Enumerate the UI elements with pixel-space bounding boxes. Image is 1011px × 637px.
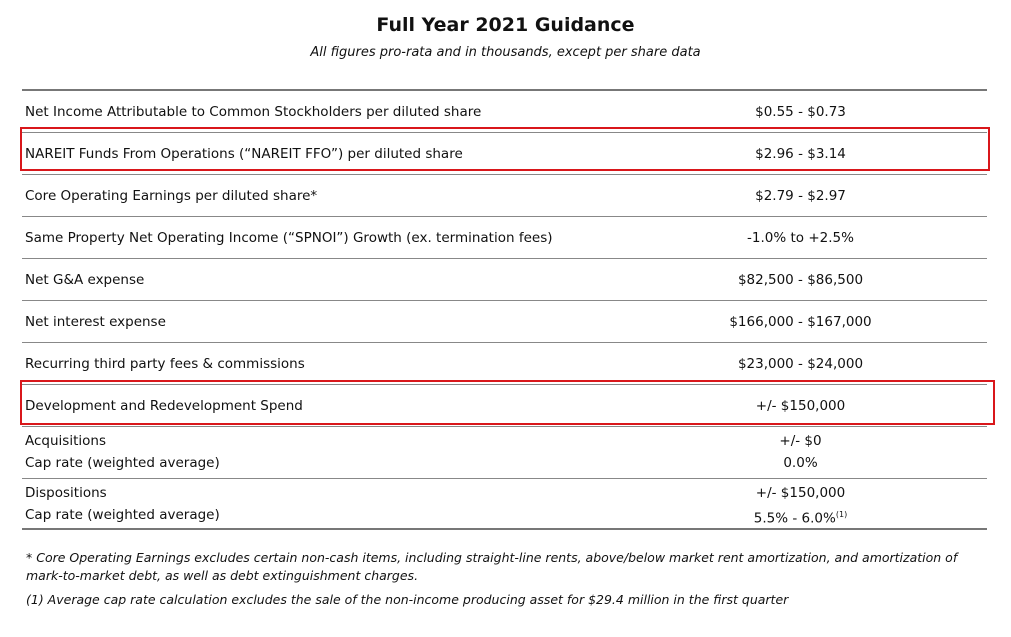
table-line: Dispositions +/- $150,000	[22, 482, 987, 504]
value-text: $0.55 - $0.73	[755, 104, 846, 120]
table-line: Core Operating Earnings per diluted shar…	[22, 185, 987, 207]
table-row: Development and Redevelopment Spend +/- $…	[22, 385, 987, 427]
row-value: $23,000 - $24,000	[622, 353, 979, 375]
value-text: $2.96 - $3.14	[755, 146, 846, 162]
guidance-table: Net Income Attributable to Common Stockh…	[22, 89, 987, 530]
row-label: Same Property Net Operating Income (“SPN…	[25, 230, 553, 246]
table-row: Net Income Attributable to Common Stockh…	[22, 91, 987, 133]
table-row: Core Operating Earnings per diluted shar…	[22, 175, 987, 217]
row-label: Dispositions	[25, 485, 107, 501]
footnote: * Core Operating Earnings excludes certa…	[26, 550, 958, 583]
table-row: Same Property Net Operating Income (“SPN…	[22, 217, 987, 259]
row-value: $0.55 - $0.73	[622, 101, 979, 123]
table-line: NAREIT Funds From Operations (“NAREIT FF…	[22, 143, 987, 165]
table-line: Cap rate (weighted average) 5.5% - 6.0%(1…	[22, 504, 987, 527]
value-text: $82,500 - $86,500	[737, 272, 864, 288]
row-value: +/- $0	[622, 430, 979, 452]
row-value: $2.79 - $2.97	[622, 185, 979, 207]
title: Full Year 2021 Guidance	[376, 14, 635, 36]
table-line: Acquisitions +/- $0	[22, 430, 987, 452]
row-label: Core Operating Earnings per diluted shar…	[25, 188, 318, 204]
row-label: Cap rate (weighted average)	[25, 455, 220, 471]
table-row: Recurring third party fees & commissions…	[22, 343, 987, 385]
value-text: +/- $150,000	[755, 485, 846, 501]
value-text: 0.0%	[783, 455, 818, 471]
row-label: Development and Redevelopment Spend	[25, 398, 303, 414]
row-value: +/- $150,000	[622, 395, 979, 417]
table-line: Net Income Attributable to Common Stockh…	[22, 101, 987, 123]
row-label: Cap rate (weighted average)	[25, 507, 220, 523]
row-label: NAREIT Funds From Operations (“NAREIT FF…	[25, 146, 463, 162]
table-row: Dispositions +/- $150,000 Cap rate (weight…	[22, 479, 987, 530]
value-text: +/- $0	[779, 433, 822, 449]
table-line: Net interest expense $166,000 - $167,000	[22, 311, 987, 333]
table-row: NAREIT Funds From Operations (“NAREIT FF…	[22, 133, 987, 175]
row-label: Net G&A expense	[25, 272, 145, 288]
row-label: Acquisitions	[25, 433, 106, 449]
value-text: -1.0% to +2.5%	[747, 230, 854, 246]
table-line: Cap rate (weighted average) 0.0%	[22, 452, 987, 474]
highlight-box	[20, 127, 990, 171]
table-line: Recurring third party fees & commissions…	[22, 353, 987, 375]
table-row: Acquisitions +/- $0 Cap rate (weighted ave…	[22, 427, 987, 479]
row-value: -1.0% to +2.5%	[622, 227, 979, 249]
table-line: Same Property Net Operating Income (“SPN…	[22, 227, 987, 249]
value-text: $23,000 - $24,000	[737, 356, 864, 372]
row-value: $82,500 - $86,500	[622, 269, 979, 291]
value-text: +/- $150,000	[755, 398, 846, 414]
table-line: Net G&A expense $82,500 - $86,500	[22, 269, 987, 291]
row-value: $166,000 - $167,000	[622, 311, 979, 333]
row-label: Net Income Attributable to Common Stockh…	[25, 104, 482, 120]
footnote-ref: (1)	[835, 510, 848, 519]
footnote: (1) Average cap rate calculation exclude…	[26, 592, 789, 607]
value-text: $166,000 - $167,000	[729, 314, 872, 330]
row-label: Recurring third party fees & commissions	[25, 356, 305, 372]
value-text: 5.5% - 6.0%	[753, 510, 836, 527]
footnotes: * Core Operating Earnings excludes certa…	[26, 549, 986, 615]
table-row: Net G&A expense $82,500 - $86,500	[22, 259, 987, 301]
row-value: $2.96 - $3.14	[622, 143, 979, 165]
row-value: 5.5% - 6.0%(1)	[622, 504, 979, 530]
row-value: 0.0%	[622, 452, 979, 474]
table-row: Net interest expense $166,000 - $167,000	[22, 301, 987, 343]
value-text: $2.79 - $2.97	[755, 188, 846, 204]
highlight-box	[20, 380, 995, 425]
row-label: Net interest expense	[25, 314, 166, 330]
row-value: +/- $150,000	[622, 482, 979, 504]
subtitle: All figures pro-rata and in thousands, e…	[310, 45, 701, 60]
table-line: Development and Redevelopment Spend +/- $…	[22, 395, 987, 417]
